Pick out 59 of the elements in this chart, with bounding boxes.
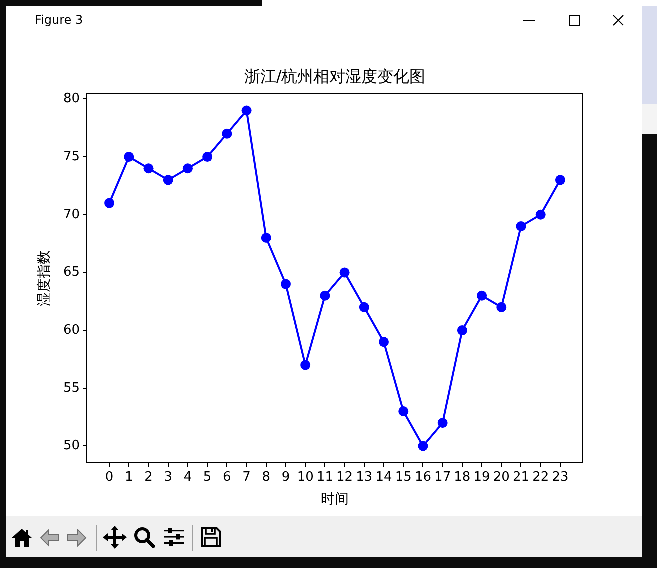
point [202,152,213,162]
x-tick-label: 18 [454,470,471,486]
x-tick-label: 7 [242,470,251,486]
x-tick-label: 5 [203,470,212,486]
point [242,106,252,116]
y-tick-label: 75 [63,149,80,164]
point [555,175,566,186]
x-tick-label: 22 [532,470,550,486]
x-tick-label: 16 [414,470,432,486]
y-tick-label: 70 [63,207,80,222]
x-tick-label: 6 [223,470,232,486]
x-tick-label: 4 [184,470,192,486]
point [379,337,390,348]
y-tick-label: 50 [63,438,80,454]
x-tick-label: 2 [144,470,153,486]
point [359,302,370,312]
x-tick-label: 23 [552,470,569,486]
y-tick-label: 60 [63,322,80,338]
x-tick-label: 14 [376,470,392,486]
point [516,221,526,232]
point [398,406,409,417]
point [124,152,134,162]
point [280,279,291,290]
point [300,360,311,370]
point [104,198,115,208]
point [222,128,232,139]
point [144,164,154,174]
point [320,290,330,301]
x-tick-label: 9 [282,470,290,486]
point [340,268,350,278]
point [163,175,174,186]
x-tick-label: 0 [105,470,114,486]
point [182,164,193,174]
chart-title: 浙江/杭州相对湿度变化图 [244,67,426,86]
x-tick-label: 20 [493,470,510,486]
point [261,233,272,244]
x-tick-label: 8 [262,470,271,486]
point [496,302,507,312]
point [457,326,468,336]
x-tick-label: 13 [356,470,373,486]
x-tick-label: 1 [125,470,134,486]
point [438,418,448,428]
x-tick-label: 10 [297,470,314,486]
point [536,210,546,220]
caption: Figure 3 [35,12,84,28]
x-tick-label: 11 [316,470,334,486]
point [477,290,488,301]
x-tick-label: 17 [434,470,452,486]
y-tick-label: 55 [63,380,80,396]
point [418,441,428,452]
y-tick-label: 65 [63,265,80,280]
x-tick-label: 12 [336,470,354,486]
x-tick-label: 15 [395,470,412,486]
x-tick-label: 3 [164,470,172,486]
y-tick-label: 80 [63,92,80,107]
x-tick-label: 19 [474,470,490,486]
x-axis-title: 时间 [321,492,349,508]
y-axis-title: 湿度指数 [36,250,53,306]
x-tick-label: 21 [512,470,530,486]
